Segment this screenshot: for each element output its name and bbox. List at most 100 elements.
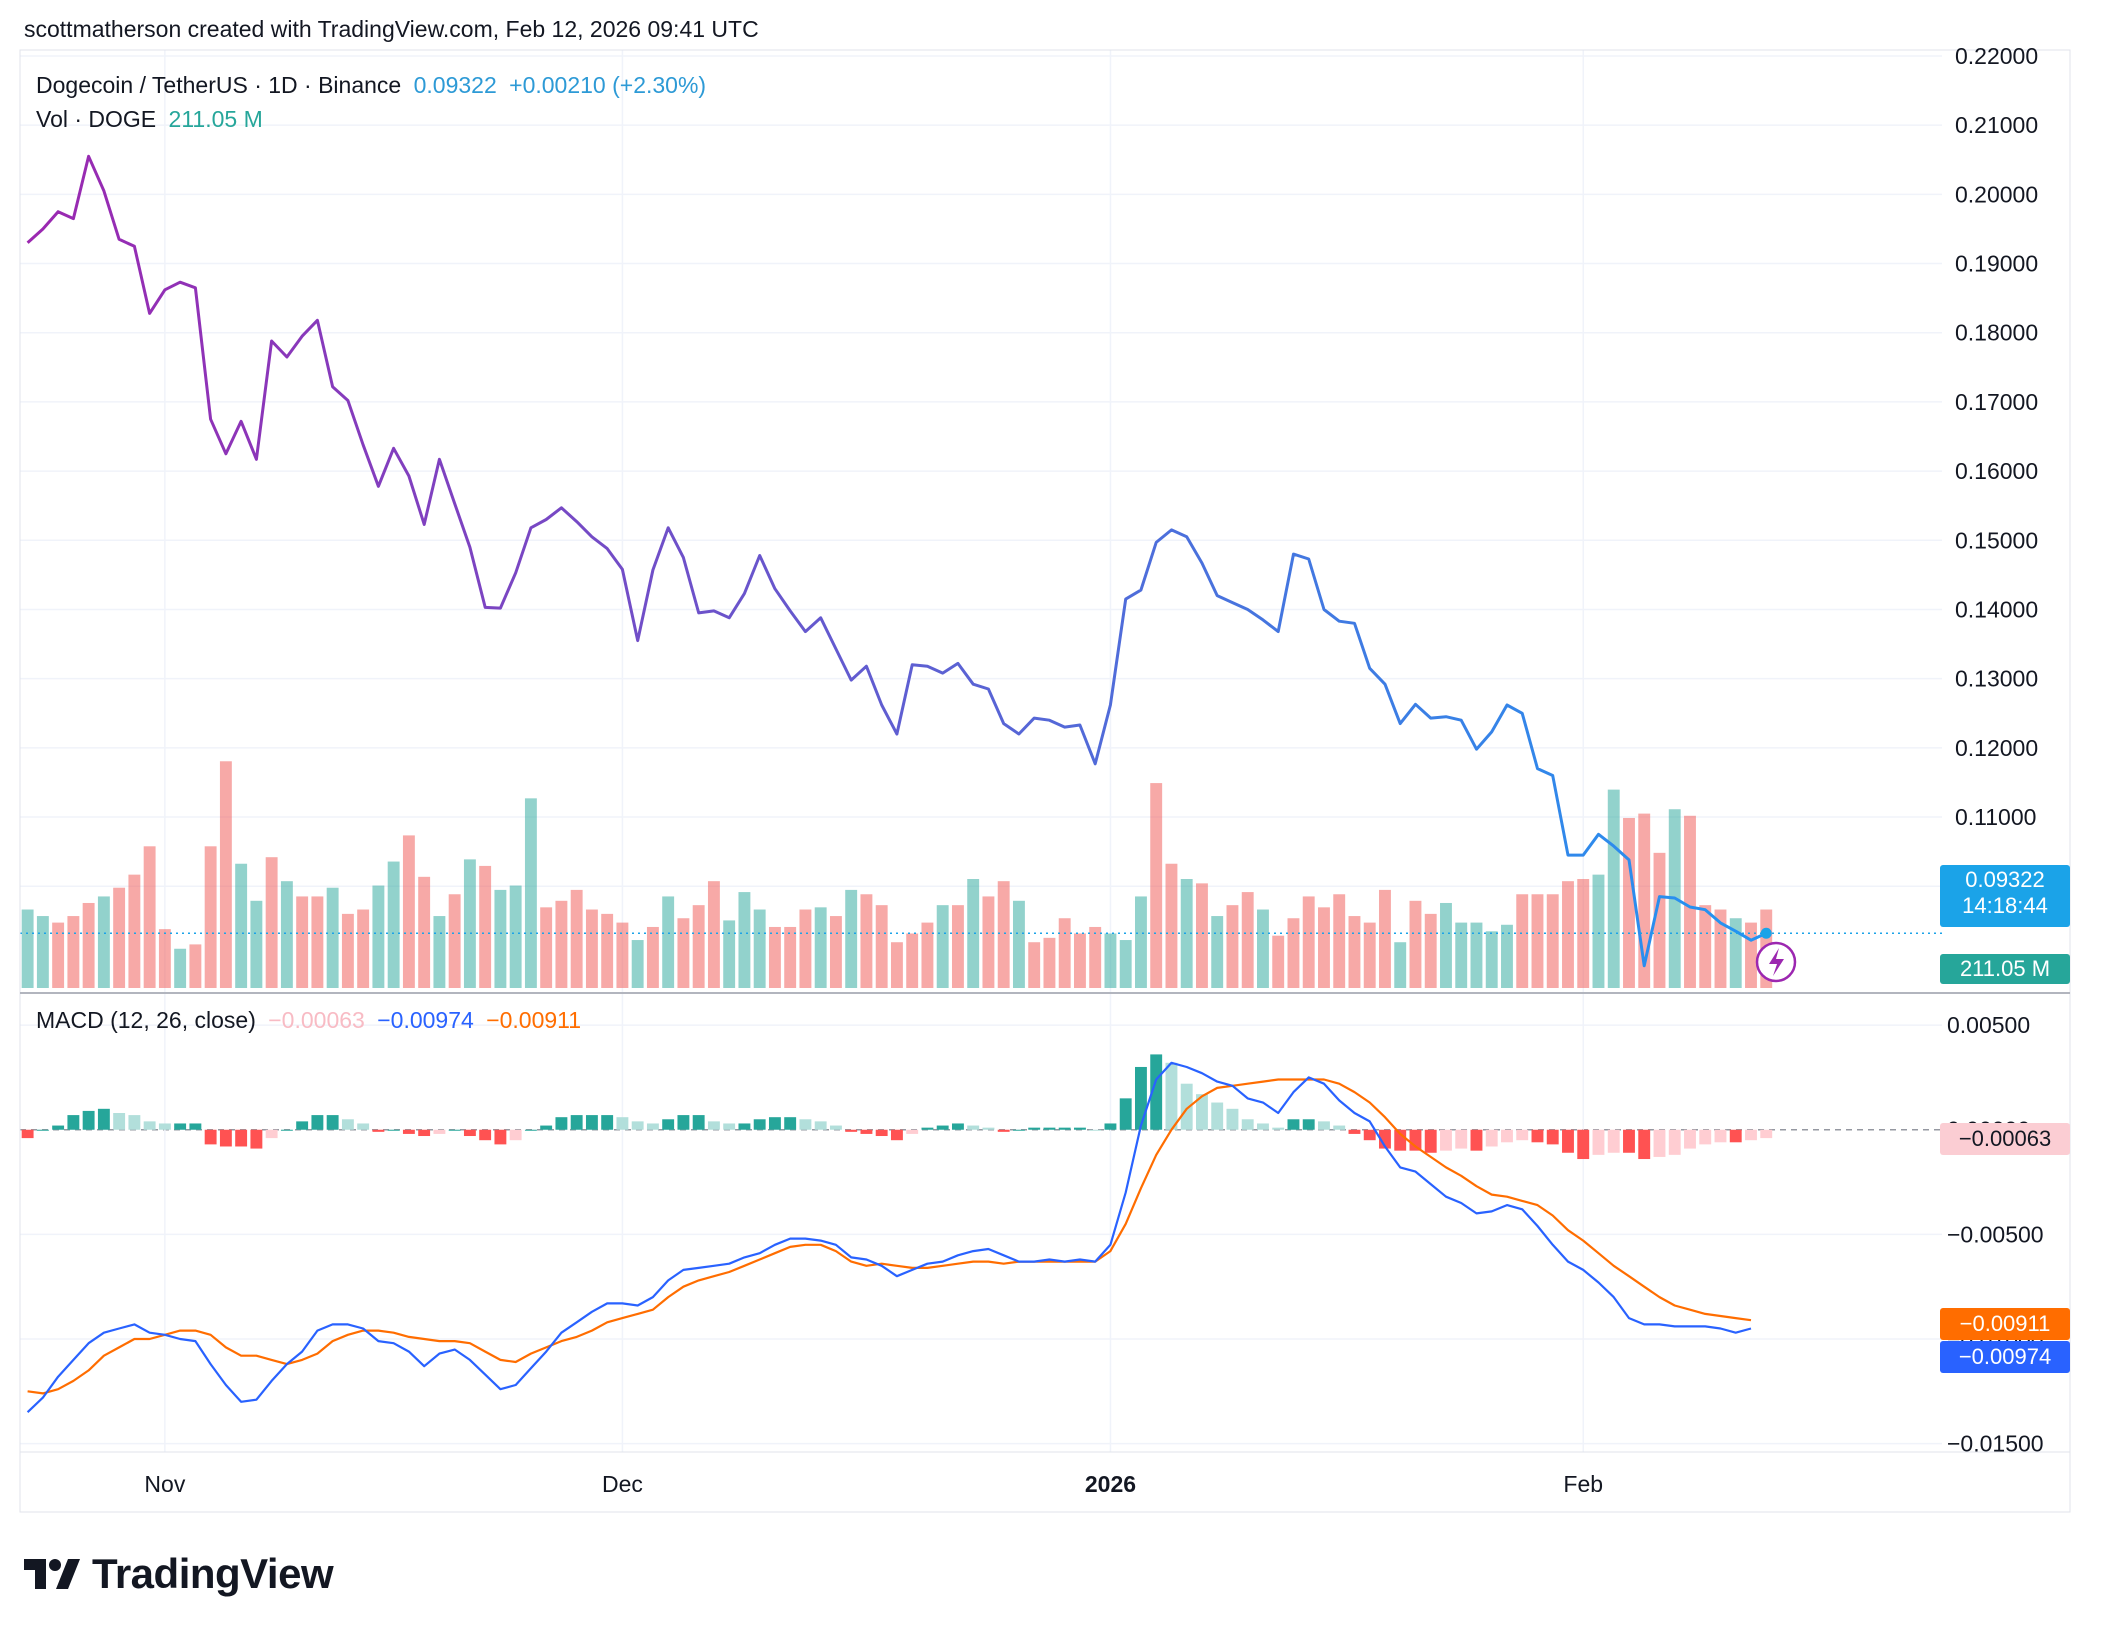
macd-histogram-bar (311, 1115, 324, 1130)
macd-tag[interactable]: −0.00974 (1940, 1341, 2070, 1373)
volume-bar (235, 863, 248, 988)
macd-histogram-bar (1714, 1129, 1727, 1143)
volume-bar (1653, 852, 1666, 988)
chart-frame (19, 49, 2071, 1453)
volume-bar (1135, 896, 1147, 988)
macd-histogram-bar (1012, 1129, 1025, 1131)
volume-bar (1196, 883, 1208, 988)
volume-bar (951, 905, 964, 988)
volume-bar (250, 900, 263, 988)
volume-bar (1729, 918, 1742, 988)
macd-histogram-bar (677, 1115, 690, 1130)
macd-histogram-bar (601, 1115, 614, 1130)
macd-histogram-bar (1562, 1129, 1574, 1153)
price-tick-label: 0.22000 (1955, 43, 2038, 69)
volume-bar (555, 900, 568, 988)
volume-bar (1516, 894, 1529, 988)
volume-bar (280, 881, 293, 988)
volume-tag[interactable]: 211.05 M (1940, 954, 2070, 984)
macd-series (26, 1061, 1752, 1413)
symbol-title[interactable]: Dogecoin / TetherUS · 1D · Binance (36, 72, 402, 98)
time-axis[interactable]: Nov Dec 2026 Feb (144, 1471, 1603, 1497)
macd-histogram-bar (1348, 1129, 1361, 1134)
volume-bar (82, 902, 95, 988)
price-tick-label: 0.14000 (1955, 596, 2038, 622)
macd-histogram-bar (128, 1115, 141, 1130)
macd-histogram-bar (1150, 1054, 1163, 1130)
macd-histogram-bar (1211, 1102, 1224, 1130)
volume-bar (1623, 817, 1635, 988)
macd-histogram-bar (1226, 1108, 1239, 1130)
macd-histogram-bar (97, 1108, 110, 1130)
macd-histogram-bar (1119, 1098, 1132, 1130)
volume-bar (1348, 916, 1361, 988)
price-tag[interactable]: 0.09322 14:18:44 (1940, 865, 2070, 927)
macd-histogram-bar (707, 1121, 720, 1130)
volume-bar (707, 881, 720, 988)
symbol-legend[interactable]: Dogecoin / TetherUS · 1D · Binance 0.093… (36, 72, 712, 99)
macd-line-value: −0.00974 (377, 1007, 474, 1033)
macd-label[interactable]: MACD (12, 26, close) (36, 1007, 256, 1033)
macd-histogram-bar (692, 1115, 705, 1130)
macd-histogram-bar (921, 1127, 934, 1130)
volume-bar (1073, 933, 1086, 988)
macd-legend[interactable]: MACD (12, 26, close) −0.00063 −0.00974 −… (36, 1007, 587, 1034)
volume-bar (1440, 902, 1452, 988)
macd-histogram-bar (1165, 1062, 1178, 1130)
macd-histogram-bar (982, 1127, 995, 1130)
volume-bar (601, 913, 614, 988)
macd-histogram-bar (1516, 1129, 1529, 1141)
volume-legend[interactable]: Vol · DOGE 211.05 M (36, 106, 269, 133)
macd-histogram-bar (113, 1113, 126, 1130)
macd-histogram-bar (1485, 1129, 1498, 1147)
macd-hist-tag[interactable]: −0.00063 (1940, 1123, 2070, 1155)
axes (19, 49, 2071, 1513)
volume-bar (1607, 789, 1620, 988)
macd-histogram-bar (1180, 1083, 1193, 1130)
volume-bar (357, 909, 370, 988)
volume-bar (845, 889, 858, 988)
volume-bar (1119, 940, 1132, 988)
volume-bar (677, 918, 690, 988)
price-axis[interactable]: 0.22000 0.21000 0.20000 0.19000 0.18000 0.170… (1955, 43, 2038, 899)
volume-bar (860, 894, 873, 988)
volume-bar (341, 913, 354, 988)
macd-histogram-bar (1272, 1127, 1285, 1130)
macd-histogram-bar (646, 1123, 659, 1130)
price-tick-label: 0.16000 (1955, 458, 2038, 484)
volume-bar (1104, 933, 1117, 988)
macd-histogram-bar (402, 1129, 415, 1134)
price-tick-label: 0.19000 (1955, 251, 2038, 277)
volume-bar (1394, 942, 1407, 988)
volume-bar (1211, 916, 1224, 988)
signal-tag[interactable]: −0.00911 (1940, 1308, 2070, 1340)
volume-bar (372, 885, 385, 988)
tradingview-logo[interactable]: TradingView (24, 1550, 334, 1598)
volume-bar (1379, 889, 1391, 988)
macd-histogram-bar (1363, 1129, 1376, 1141)
volume-bar (890, 942, 903, 988)
volume-bar (128, 874, 141, 988)
macd-histogram-bar (845, 1129, 858, 1132)
macd-signal-value: −0.00911 (486, 1007, 582, 1033)
macd-histogram-bar (1058, 1127, 1071, 1130)
flash-icon[interactable] (1755, 941, 1797, 983)
volume-bar (967, 879, 980, 988)
time-axis-frame (19, 1451, 2071, 1513)
volume-label[interactable]: Vol · DOGE (36, 106, 157, 132)
volume-bar (433, 916, 446, 988)
macd-histogram-bar (1318, 1121, 1330, 1130)
macd-histogram-bar (296, 1121, 309, 1130)
macd-histogram-bar (1089, 1129, 1102, 1131)
volume-bar (1287, 918, 1300, 988)
volume-bar (21, 909, 34, 988)
volume-bar (1531, 894, 1544, 988)
volume-bar (189, 944, 202, 988)
countdown-timer: 14:18:44 (1962, 893, 2048, 918)
volume-bar (67, 916, 80, 988)
macd-histogram-bar (1196, 1094, 1208, 1130)
volume-bar (1012, 900, 1025, 988)
time-tick-label: 2026 (1085, 1471, 1136, 1497)
